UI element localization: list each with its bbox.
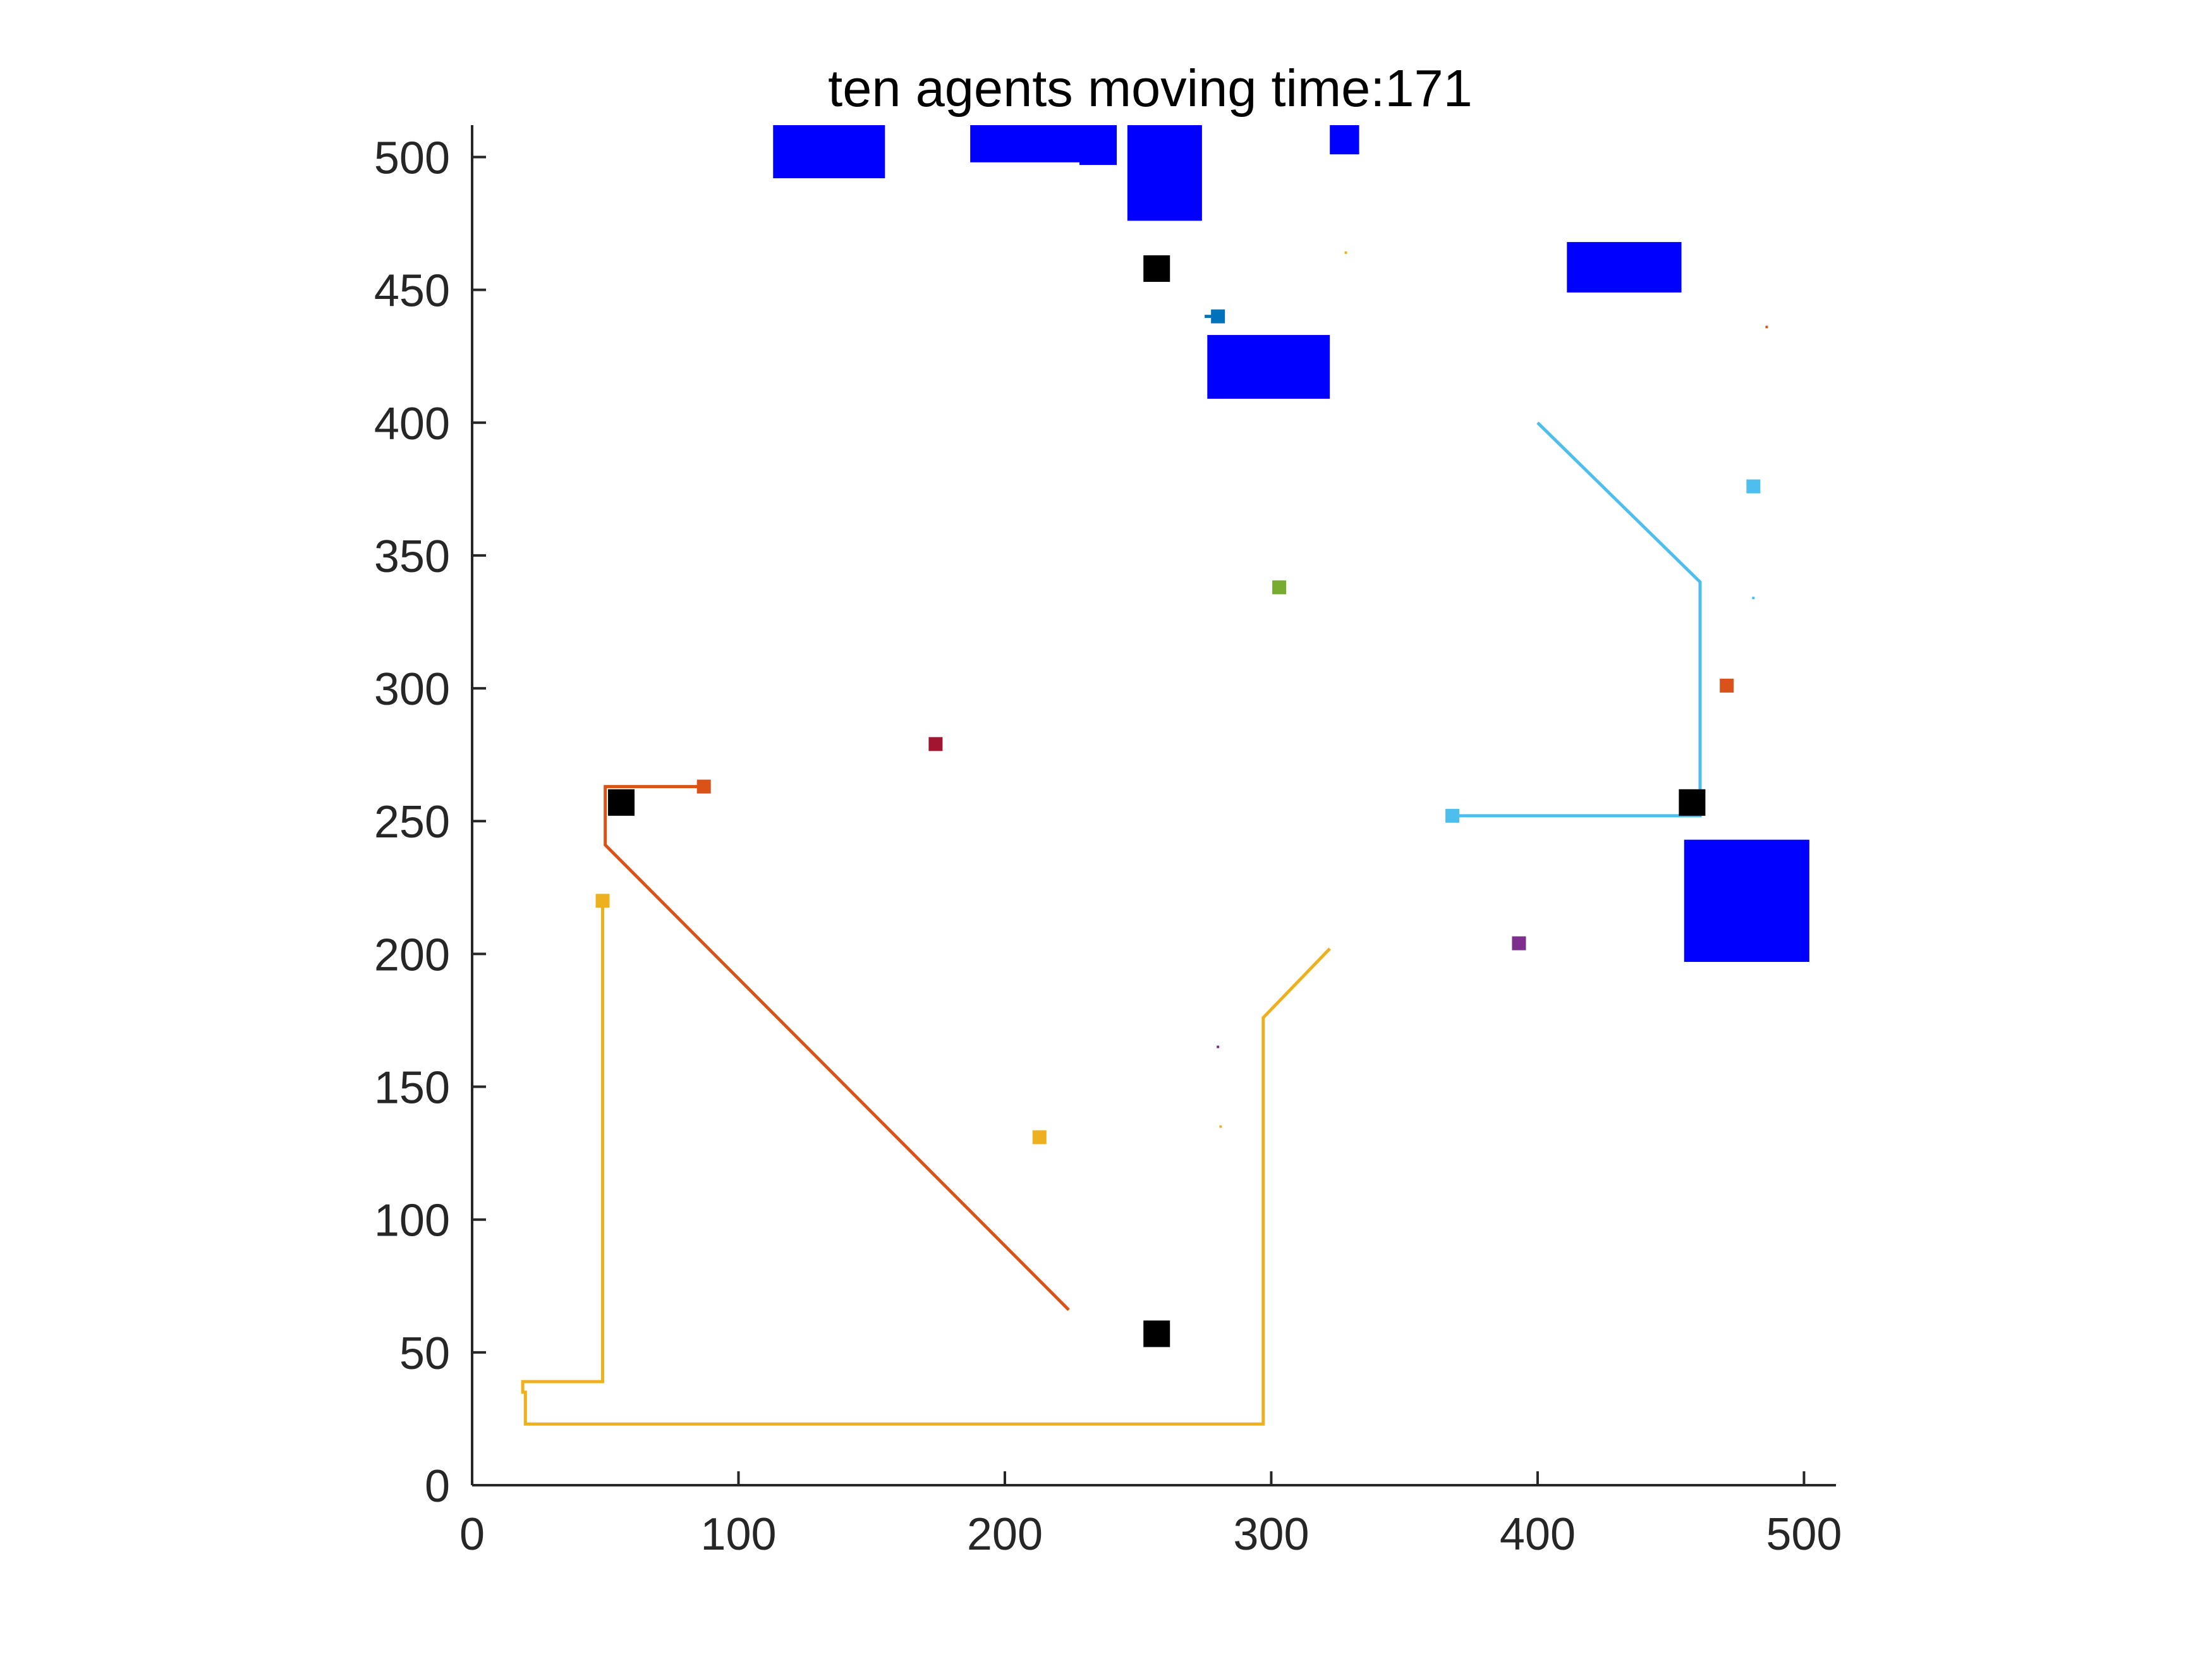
landmark-0 xyxy=(1143,255,1170,282)
agent-marker-4 xyxy=(928,737,943,751)
agent-marker-7 xyxy=(1512,936,1526,951)
agent-marker-5 xyxy=(1272,580,1287,595)
agent-path-1 xyxy=(521,901,1331,1426)
plot-area xyxy=(521,125,1809,1426)
obstacle-0 xyxy=(773,125,885,179)
speck-0 xyxy=(1344,251,1347,254)
agent-marker-2 xyxy=(1445,808,1460,823)
speck-1 xyxy=(1765,325,1768,329)
obstacle-6 xyxy=(1567,241,1682,293)
chart-title: ten agents moving time:171 xyxy=(828,59,1473,118)
y-tick-label-0: 0 xyxy=(425,1461,450,1512)
obstacle-7 xyxy=(1684,839,1809,962)
x-tick-label-5: 500 xyxy=(1766,1509,1842,1560)
agent-marker-1 xyxy=(595,894,610,908)
agent-path-2 xyxy=(1452,422,1702,818)
x-tick-label-2: 200 xyxy=(967,1509,1043,1560)
y-tick-label-5: 250 xyxy=(374,797,450,848)
agent-marker-6 xyxy=(1032,1130,1047,1145)
y-tick-label-6: 300 xyxy=(374,664,450,715)
landmark-3 xyxy=(1143,1320,1170,1347)
y-tick-label-3: 150 xyxy=(374,1063,450,1114)
y-tick-label-10: 500 xyxy=(374,133,450,183)
landmark-2 xyxy=(1679,789,1706,816)
y-tick-label-4: 200 xyxy=(374,930,450,980)
x-tick-label-3: 300 xyxy=(1233,1509,1309,1560)
y-tick-label-7: 350 xyxy=(374,532,450,582)
agent-path-0 xyxy=(604,785,1070,1311)
axes: 0 100 200 300 400 500 0 50 100 150 200 250 300 350 400… xyxy=(374,125,1842,1560)
obstacle-3 xyxy=(1127,125,1202,221)
x-tick-label-0: 0 xyxy=(459,1509,485,1560)
obstacle-1 xyxy=(970,125,1083,162)
y-tick-label-8: 400 xyxy=(374,399,450,449)
agent-marker-9 xyxy=(1746,479,1761,494)
x-tick-label-4: 400 xyxy=(1500,1509,1576,1560)
agent-marker-3 xyxy=(1211,309,1225,324)
speck-3 xyxy=(1217,1045,1220,1048)
agent-marker-8 xyxy=(1720,678,1734,693)
agent-marker-0 xyxy=(696,779,711,794)
x-tick-label-1: 100 xyxy=(700,1509,776,1560)
obstacle-4 xyxy=(1330,125,1359,155)
y-tick-label-1: 50 xyxy=(399,1328,450,1379)
obstacle-5 xyxy=(1207,335,1330,399)
speck-2 xyxy=(1752,597,1755,600)
obstacle-2 xyxy=(1079,125,1117,166)
y-tick-label-2: 100 xyxy=(374,1196,450,1246)
speck-4 xyxy=(1219,1125,1222,1128)
landmark-1 xyxy=(608,789,635,816)
y-tick-label-9: 450 xyxy=(374,266,450,317)
